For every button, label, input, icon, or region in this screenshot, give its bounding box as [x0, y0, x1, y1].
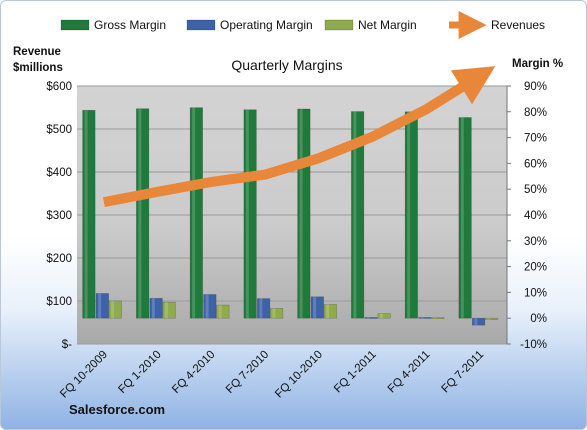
left-tick-label: $100	[46, 296, 72, 308]
bar-highlight	[138, 108, 142, 319]
bar-highlight	[379, 313, 383, 319]
bar-operating-margin	[364, 317, 378, 319]
bar-gross-margin	[82, 109, 96, 319]
bar-highlight	[433, 317, 437, 319]
bar-operating-margin	[257, 298, 271, 319]
bar-highlight	[259, 298, 263, 319]
bar-gross-margin	[404, 111, 418, 319]
bar-net-margin	[377, 313, 391, 319]
bar-highlight	[420, 317, 424, 319]
bar-highlight	[313, 296, 317, 319]
x-tick-label: FQ 1-2010	[116, 349, 163, 396]
left-axis-title-line2: $millions	[13, 62, 63, 74]
bar-net-margin	[323, 304, 337, 319]
bar-highlight	[205, 294, 209, 319]
legend-label: Operating Margin	[220, 18, 313, 32]
bar-highlight	[272, 308, 276, 319]
x-tick-label: FQ 1-2011	[332, 349, 379, 396]
x-tick-label: FQ 10-2009	[58, 349, 110, 401]
legend: Gross Margin Operating Margin Net Margin Re…	[60, 11, 545, 39]
bar-operating-margin	[418, 317, 432, 319]
bar-operating-margin	[203, 294, 217, 319]
bar-net-margin	[108, 300, 122, 319]
x-tick-label: FQ 7-2011	[439, 349, 486, 396]
left-tick-label: $400	[46, 167, 72, 179]
x-tick-label: FQ 7-2010	[224, 349, 271, 396]
left-tick-label: $300	[46, 210, 72, 222]
right-tick-label: 30%	[524, 236, 547, 248]
bar-highlight	[111, 300, 115, 319]
bar-operating-margin	[149, 298, 163, 319]
right-tick-label: 10%	[524, 287, 547, 299]
right-tick-label: 20%	[524, 262, 547, 274]
series-revenues-line	[102, 66, 496, 208]
left-axis: $- $100 $200 $300 $400 $500 $600	[46, 81, 72, 351]
left-tick-label: $-	[62, 339, 72, 351]
bar-gross-margin	[297, 108, 311, 319]
bar-net-margin	[431, 317, 445, 319]
legend-swatch	[60, 19, 90, 31]
x-tick-label: FQ 10-2010	[273, 349, 325, 401]
bar-gross-margin	[243, 109, 257, 319]
bar-operating-margin	[472, 317, 486, 326]
legend-swatch	[324, 19, 354, 31]
bar-highlight	[487, 318, 491, 320]
bar-gross-margin	[189, 107, 203, 319]
right-tick-label: 80%	[524, 107, 547, 119]
bar-net-margin	[270, 308, 284, 319]
bar-highlight	[151, 298, 155, 319]
bars	[82, 107, 499, 326]
bar-highlight	[84, 110, 88, 319]
legend-label: Gross Margin	[94, 18, 166, 32]
legend-label: Net Margin	[358, 18, 417, 32]
x-tick-label: FQ 4-2010	[170, 349, 217, 396]
bar-highlight	[407, 111, 411, 319]
right-axis: -10% 0% 10% 20% 30% 40% 50% 60% 70% 80% 90%	[506, 81, 547, 351]
bar-highlight	[164, 302, 168, 319]
legend-label: Revenues	[491, 18, 545, 32]
bar-gross-margin	[136, 108, 150, 319]
bar-highlight	[245, 109, 249, 319]
bar-highlight	[366, 317, 370, 319]
right-tick-label: 70%	[524, 133, 547, 145]
bar-gross-margin	[351, 111, 365, 319]
right-tick-label: 60%	[524, 158, 547, 170]
right-tick-label: 0%	[530, 313, 547, 325]
left-tick-label: $500	[46, 124, 72, 136]
bar-highlight	[218, 305, 222, 319]
right-tick-label: 90%	[524, 81, 547, 93]
bar-net-margin	[162, 301, 176, 319]
bar-highlight	[98, 293, 102, 319]
bar-highlight	[299, 108, 303, 319]
bar-highlight	[326, 304, 330, 319]
bar-highlight	[192, 107, 196, 319]
bar-highlight	[474, 318, 478, 326]
bar-gross-margin	[458, 117, 472, 319]
right-tick-label: -10%	[520, 339, 547, 351]
bar-operating-margin	[95, 293, 109, 319]
bar-highlight	[353, 111, 357, 319]
left-axis-title-line1: Revenue	[13, 46, 61, 58]
left-tick-label: $200	[46, 253, 72, 265]
chart-title: Quarterly Margins	[231, 57, 342, 73]
x-tick-label: FQ 4-2011	[386, 349, 433, 396]
bar-net-margin	[485, 317, 499, 320]
x-axis: FQ 10-2009 FQ 1-2010 FQ 4-2010 FQ 7-2010 FQ …	[58, 349, 486, 401]
legend-swatch	[186, 19, 216, 31]
source-label: Salesforce.com	[69, 402, 165, 417]
right-axis-title: Margin %	[512, 58, 563, 70]
bar-operating-margin	[310, 296, 324, 319]
right-tick-label: 50%	[524, 184, 547, 196]
revenue-line	[102, 66, 496, 208]
right-tick-label: 40%	[524, 210, 547, 222]
bar-highlight	[460, 117, 464, 319]
bar-net-margin	[216, 304, 230, 319]
left-tick-label: $600	[46, 81, 72, 93]
